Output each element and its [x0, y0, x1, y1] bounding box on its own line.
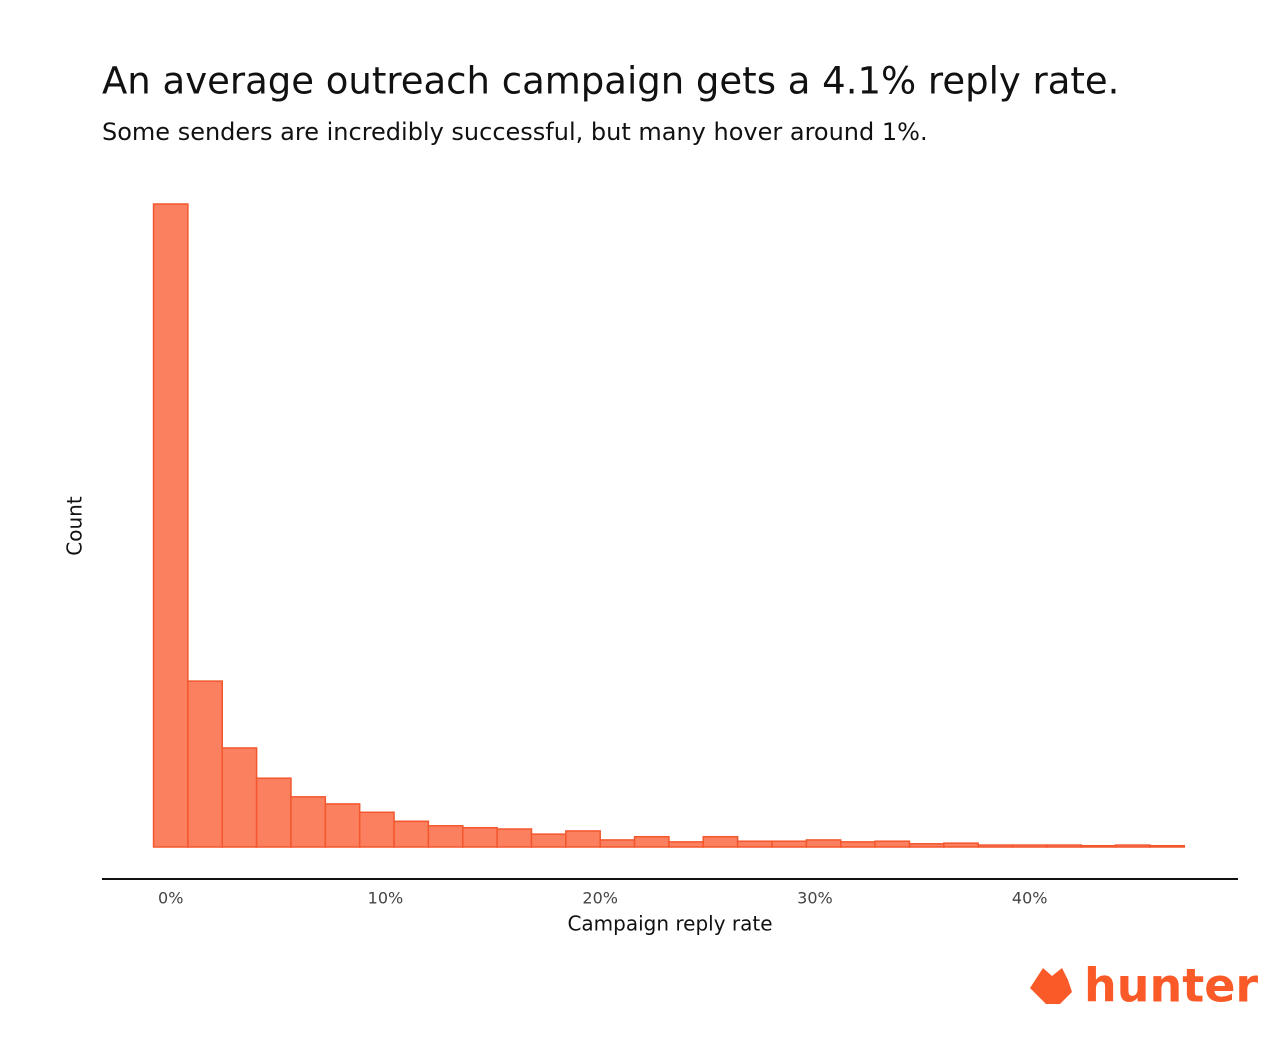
bar	[255, 777, 292, 848]
bar	[736, 840, 773, 848]
bar	[874, 840, 911, 848]
logo-text: hunter	[1084, 959, 1258, 1013]
bar	[393, 820, 430, 848]
bar	[427, 825, 464, 848]
x-tick-label: 0%	[158, 889, 183, 908]
bar	[496, 828, 533, 848]
logo-fox	[1030, 968, 1072, 1004]
bar	[943, 842, 979, 848]
bar	[358, 811, 395, 848]
bar	[1149, 844, 1186, 848]
bar	[1046, 844, 1082, 848]
logo-icon	[1030, 968, 1072, 1004]
x-axis-label: Campaign reply rate	[567, 912, 772, 936]
chart-title: An average outreach campaign gets a 4.1%…	[102, 60, 1119, 103]
bar	[1011, 844, 1048, 848]
chart-subtitle: Some senders are incredibly successful, …	[102, 118, 928, 146]
bar	[977, 844, 1014, 848]
bar	[805, 839, 842, 848]
x-tick-label: 30%	[797, 889, 833, 908]
bar	[1080, 844, 1117, 848]
bar	[599, 839, 636, 848]
bar	[324, 803, 361, 848]
bar	[1114, 844, 1151, 848]
bar	[530, 833, 567, 848]
x-tick-label: 20%	[582, 889, 618, 908]
x-tick-label: 40%	[1012, 889, 1048, 908]
bar	[633, 835, 670, 848]
bar	[668, 841, 705, 848]
bar	[771, 840, 808, 848]
bar	[702, 835, 739, 848]
bar	[152, 203, 189, 848]
bar	[221, 747, 258, 848]
bar	[839, 841, 876, 848]
x-tick-label: 10%	[368, 889, 404, 908]
bar	[565, 830, 601, 848]
bar	[290, 796, 327, 848]
bar	[908, 843, 945, 848]
bar	[187, 680, 224, 848]
bar	[462, 826, 498, 848]
y-axis-label: Count	[63, 496, 87, 556]
